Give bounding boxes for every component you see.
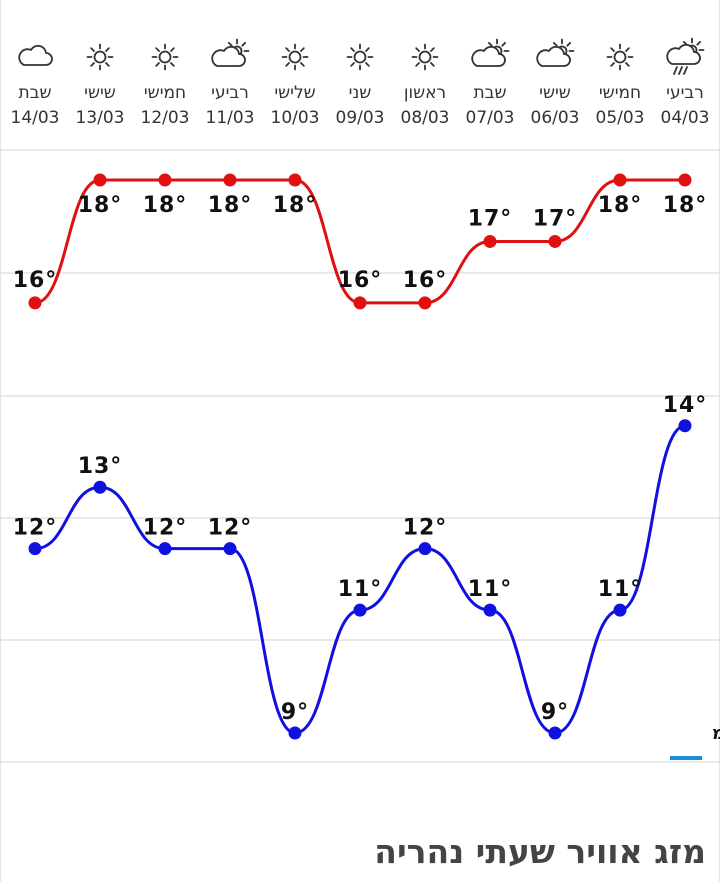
data-label-low: 12° (13, 516, 58, 541)
day-date: 06/03 (531, 108, 580, 128)
data-point-low (28, 542, 42, 556)
day-date: 09/03 (336, 108, 385, 128)
data-point-high (678, 173, 692, 187)
data-label-low: 12° (208, 516, 253, 541)
data-label-low: 11° (338, 577, 383, 602)
day-date: 08/03 (401, 108, 450, 128)
data-point-low (223, 542, 237, 556)
series-points (28, 173, 692, 740)
data-label-low: 12° (143, 516, 188, 541)
sun-icon (86, 43, 114, 71)
day-date: 14/03 (11, 108, 60, 128)
day-header: שבת 14/03 שישי 13/03 חמישי 12/03 רביעי 11/03 שלי… (11, 37, 710, 128)
day-name: רביעי (666, 83, 704, 103)
data-point-low (483, 603, 497, 617)
data-label-low: 11° (598, 577, 643, 602)
page-title: מזג אוויר שעתי נהריה (374, 832, 706, 871)
data-point-high (223, 173, 237, 187)
data-label-low: 12° (403, 516, 448, 541)
day-name: רביעי (211, 83, 249, 103)
data-label-high: 18° (273, 193, 318, 218)
data-point-low (158, 542, 172, 556)
grid-lines (0, 149, 720, 763)
data-label-high: 18° (78, 193, 123, 218)
data-label-low: 9° (281, 700, 309, 725)
sun-icon (151, 43, 179, 71)
series-labels: 16° 18° 18° 18° 18° 16° 16° 17° 17° 18° 18° 12° 13° 1… (13, 193, 708, 725)
day-name: שבת (473, 83, 506, 103)
data-point-low (418, 542, 432, 556)
day-name: שני (349, 83, 372, 103)
rain-legend: 1 מ"מ (670, 723, 720, 760)
day-name: ראשון (404, 83, 446, 103)
series-line-low (34, 424, 686, 735)
rain-icon (666, 37, 705, 75)
day-date: 12/03 (141, 108, 190, 128)
data-point-high (93, 173, 107, 187)
data-label-low: 9° (541, 700, 569, 725)
series-line-high (34, 178, 685, 305)
data-label-low: 14° (663, 393, 708, 418)
day-name: שלישי (274, 83, 315, 103)
day-name: שישי (539, 83, 571, 103)
data-label-high: 17° (468, 206, 513, 231)
day-date: 07/03 (466, 108, 515, 128)
data-label-high: 18° (143, 193, 188, 218)
data-label-high: 18° (598, 193, 643, 218)
data-label-high: 16° (338, 268, 383, 293)
data-point-high (158, 173, 172, 187)
cloud-icon (18, 44, 53, 66)
data-point-high (288, 173, 302, 187)
sun-icon (411, 43, 439, 71)
forecast-chart: שבת 14/03 שישי 13/03 חמישי 12/03 רביעי 11/03 שלי… (0, 37, 720, 763)
data-label-high: 18° (663, 193, 708, 218)
data-point-low (678, 419, 692, 433)
data-point-high (28, 296, 42, 310)
data-label-high: 18° (208, 193, 253, 218)
sun-icon (281, 43, 309, 71)
partly-cloudy-icon (536, 38, 575, 67)
data-point-low (353, 603, 367, 617)
data-label-high: 16° (13, 268, 58, 293)
sun-icon (606, 43, 634, 71)
day-date: 05/03 (596, 108, 645, 128)
day-date: 04/03 (661, 108, 710, 128)
data-point-high (353, 296, 367, 310)
data-label-high: 16° (403, 268, 448, 293)
day-date: 11/03 (206, 108, 255, 128)
data-point-low (288, 726, 302, 740)
rain-legend-label: 1 מ"מ (712, 723, 720, 744)
day-name: חמישי (599, 83, 641, 103)
data-point-high (483, 234, 497, 248)
day-date: 10/03 (271, 108, 320, 128)
data-label-low: 13° (78, 454, 123, 479)
data-point-low (93, 480, 107, 494)
sun-icon (346, 43, 374, 71)
rain-legend-swatch (670, 756, 702, 760)
data-point-low (548, 726, 562, 740)
data-label-low: 11° (468, 577, 513, 602)
day-name: חמישי (144, 83, 186, 103)
data-point-high (418, 296, 432, 310)
data-point-high (613, 173, 627, 187)
day-name: שבת (18, 83, 51, 103)
data-point-low (613, 603, 627, 617)
data-point-high (548, 234, 562, 248)
series-lines (34, 178, 686, 735)
partly-cloudy-icon (211, 38, 250, 67)
day-name: שישי (84, 83, 116, 103)
day-date: 13/03 (76, 108, 125, 128)
partly-cloudy-icon (471, 38, 510, 67)
data-label-high: 17° (533, 206, 578, 231)
